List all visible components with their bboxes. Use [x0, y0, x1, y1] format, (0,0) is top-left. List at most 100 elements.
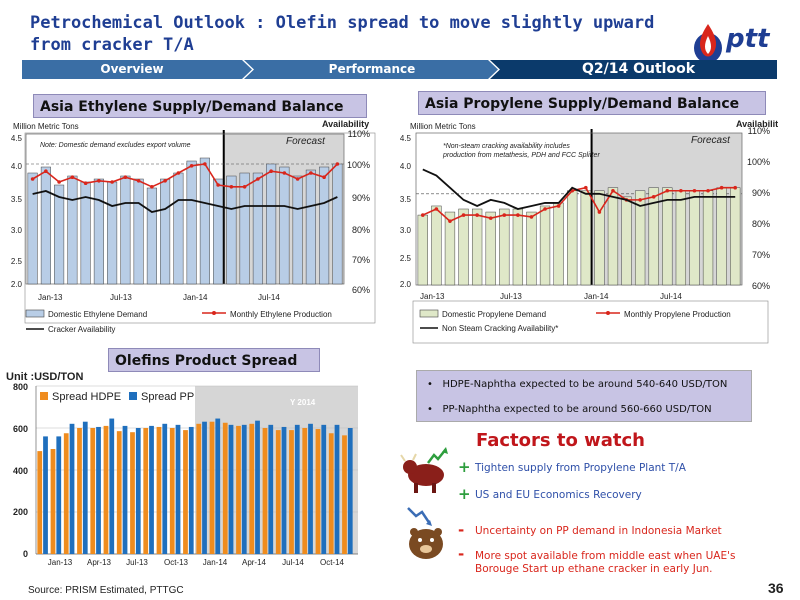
eth-right-axis-label: Availability — [322, 119, 369, 129]
bear-icon — [407, 507, 443, 559]
production-point — [70, 175, 75, 179]
spread-y-tick: 200 — [13, 507, 28, 517]
eth-left-tick: 2.0 — [11, 280, 23, 289]
production-point — [556, 204, 561, 208]
pro-left-tick: 4.5 — [400, 134, 412, 143]
eth-right-tick: 90% — [352, 193, 370, 203]
demand-bar — [621, 196, 632, 286]
production-line — [32, 163, 338, 188]
spread-x-tick: Jul-13 — [126, 558, 148, 567]
pro-right-tick: 60% — [752, 281, 770, 291]
production-point — [434, 207, 439, 211]
pro-right-tick: 90% — [752, 188, 770, 198]
tab-performance[interactable]: Performance — [328, 62, 416, 76]
production-point — [719, 185, 724, 190]
pp-bar — [135, 428, 141, 554]
pro-right-tick: 70% — [752, 250, 770, 260]
hdpe-bar — [196, 423, 202, 554]
bullet-hdpe: • HDPE-Naphtha expected to be around 540… — [427, 379, 728, 390]
production-point — [309, 171, 313, 175]
spread-x-tick: Jan-14 — [203, 558, 228, 567]
production-point — [543, 207, 547, 211]
demand-bar — [93, 178, 104, 285]
pp-bar — [268, 424, 274, 554]
hdpe-bar — [328, 433, 334, 554]
pro-legend-availability: Non Steam Cracking Availability* — [442, 324, 558, 333]
hdpe-bar — [77, 428, 82, 554]
pp-bar — [202, 421, 207, 554]
demand-bar — [444, 211, 456, 286]
factor-negative-3: Borouge Start up ethane cracker in early… — [475, 563, 713, 575]
minus-icon: - — [458, 521, 465, 539]
production-point — [189, 164, 194, 168]
production-point — [611, 188, 615, 193]
pp-bar — [96, 426, 101, 554]
demand-bar — [252, 172, 263, 285]
pro-right-axis-label: Availability — [736, 119, 778, 129]
factor-positive-2: US and EU Economics Recovery — [475, 489, 642, 501]
production-point — [242, 185, 247, 189]
demand-bar — [689, 190, 700, 286]
demand-bar — [199, 157, 210, 285]
pp-bar — [241, 424, 247, 554]
page-number: 36 — [768, 580, 784, 596]
pp-bar — [175, 424, 181, 554]
tab-overview[interactable]: Overview — [100, 62, 164, 76]
hdpe-bar — [236, 425, 241, 554]
eth-left-tick: 2.5 — [11, 257, 23, 266]
production-point — [229, 185, 234, 189]
eth-left-tick: 4.0 — [11, 162, 23, 171]
production-point — [488, 216, 493, 220]
demand-bar — [40, 166, 51, 285]
pro-note-2: production from metathesis, PDH and FCC … — [442, 152, 600, 159]
propylene-chart: Million Metric Tons Availability *Non-st… — [400, 119, 778, 344]
spread-year-label: Y 2014 — [290, 398, 316, 407]
eth-right-tick: 80% — [352, 225, 370, 235]
eth-left-tick: 4.5 — [11, 134, 23, 143]
pro-left-axis-label: Million Metric Tons — [410, 122, 476, 131]
hdpe-bar — [130, 432, 135, 554]
production-point — [150, 185, 154, 189]
demand-bar — [226, 175, 237, 285]
demand-bar — [471, 208, 483, 286]
production-point — [110, 180, 114, 184]
eth-x-tick: Jan-14 — [183, 293, 208, 302]
hdpe-bar — [169, 428, 175, 554]
pp-bar — [109, 418, 115, 554]
pp-bar — [43, 436, 48, 554]
pp-bar — [122, 425, 128, 554]
pro-x-tick: Jan-13 — [420, 292, 445, 301]
eth-right-tick: 60% — [352, 285, 370, 295]
hdpe-bar — [103, 425, 109, 554]
production-point — [706, 188, 710, 193]
demand-bar — [54, 184, 65, 285]
spread-y-tick: 600 — [13, 424, 28, 434]
eth-legend-availability: Cracker Availability — [48, 325, 115, 334]
pro-left-tick: 2.5 — [400, 254, 412, 263]
hdpe-bar — [342, 435, 347, 554]
production-point — [256, 177, 260, 181]
production-point — [282, 171, 287, 175]
demand-bar — [417, 214, 428, 286]
demand-bar — [266, 163, 277, 285]
pro-legend-production: Monthly Propylene Production — [624, 310, 731, 319]
eth-right-tick: 100% — [347, 160, 370, 170]
logo-text: ptt — [726, 24, 770, 54]
hdpe-bar — [63, 433, 69, 554]
outlook-bullets: • HDPE-Naphtha expected to be around 540… — [416, 370, 752, 422]
eth-left-axis-label: Million Metric Tons — [13, 122, 79, 131]
demand-bar — [173, 172, 184, 285]
demand-bar — [292, 175, 303, 285]
hdpe-bar — [209, 421, 215, 554]
pro-right-tick: 100% — [747, 157, 770, 167]
pro-left-tick: 4.0 — [400, 162, 412, 171]
production-point — [692, 188, 697, 193]
production-point — [502, 213, 507, 217]
tab-q2-outlook[interactable]: Q2/14 Outlook — [581, 61, 696, 77]
pp-bar — [334, 424, 340, 554]
hdpe-bar — [156, 426, 162, 554]
demand-bar — [431, 205, 442, 286]
pp-bar — [321, 424, 327, 554]
propylene-section-title: Asia Propylene Supply/Demand Balance — [418, 91, 766, 115]
plot-frame — [25, 133, 345, 285]
